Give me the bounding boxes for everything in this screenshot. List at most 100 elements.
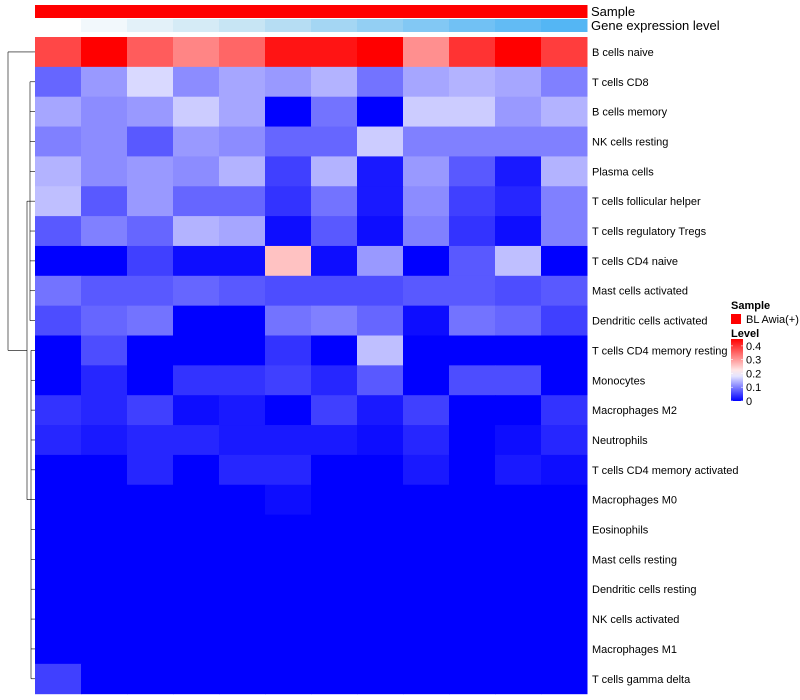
heatmap-cell <box>403 634 450 665</box>
legend-color-bar <box>731 339 743 401</box>
annotation-cell <box>81 5 128 18</box>
annotation-cell <box>403 5 450 18</box>
heatmap-cell <box>495 634 542 665</box>
heatmap-cell <box>311 454 358 486</box>
heatmap-cell <box>311 514 358 545</box>
heatmap-cell <box>357 663 404 695</box>
heatmap-cell <box>173 66 220 98</box>
heatmap-cell <box>265 156 312 187</box>
heatmap-cell <box>127 395 174 426</box>
heatmap-cell <box>449 305 496 336</box>
row-labels: B cells naive T cells CD8 B cells memory NK… <box>592 47 739 686</box>
heatmap-cell <box>495 514 542 545</box>
heatmap-cell <box>403 186 450 217</box>
heatmap-cell <box>81 395 128 426</box>
heatmap-cell <box>173 663 220 695</box>
heatmap-cell <box>35 454 82 486</box>
heatmap-cell <box>265 574 312 605</box>
heatmap-cell <box>81 305 128 336</box>
heatmap-cell <box>357 275 404 307</box>
heatmap-cell <box>81 275 128 307</box>
heatmap-cell <box>495 335 542 366</box>
heatmap-cell <box>495 604 542 635</box>
heatmap-cell <box>449 574 496 605</box>
heatmap-cell <box>449 245 496 277</box>
heatmap-cell <box>265 305 312 336</box>
heatmap-cell <box>541 365 588 396</box>
heatmap-cell <box>265 425 312 456</box>
heatmap-cell <box>449 484 496 516</box>
heatmap-cell <box>265 484 312 516</box>
heatmap-cell <box>219 574 266 605</box>
row-label: Mast cells activated <box>592 286 688 298</box>
heatmap-cell <box>35 335 82 366</box>
heatmap-cell <box>219 335 266 366</box>
heatmap-cell <box>173 365 220 396</box>
heatmap-cell <box>541 604 588 635</box>
annotation-cell <box>35 5 82 18</box>
annotation-cell <box>449 19 496 32</box>
heatmap-cell <box>173 395 220 426</box>
heatmap-cell <box>127 275 174 307</box>
heatmap-cells <box>35 37 588 695</box>
heatmap-cell <box>495 37 542 68</box>
heatmap-cell <box>495 66 542 98</box>
heatmap-cell <box>81 634 128 665</box>
heatmap-cell <box>127 245 174 277</box>
legend-sample-swatch <box>731 314 741 324</box>
heatmap-cell <box>403 365 450 396</box>
heatmap-cell <box>173 514 220 545</box>
heatmap-cell <box>173 156 220 187</box>
heatmap-cell <box>495 395 542 426</box>
heatmap-cell <box>495 96 542 128</box>
heatmap-cell <box>265 335 312 366</box>
heatmap-cell <box>81 574 128 605</box>
heatmap-cell <box>219 245 266 277</box>
row-label: T cells CD4 memory resting <box>592 345 728 357</box>
heatmap-cell <box>541 37 588 68</box>
heatmap-cell <box>495 305 542 336</box>
heatmap-cell <box>127 126 174 157</box>
annotation-cell <box>265 19 312 32</box>
heatmap-cell <box>35 663 82 695</box>
annotation-cell <box>219 5 266 18</box>
heatmap-cell <box>127 484 174 516</box>
heatmap-cell <box>311 425 358 456</box>
heatmap-cell <box>495 126 542 157</box>
row-label: Plasma cells <box>592 166 654 178</box>
heatmap-cell <box>35 425 82 456</box>
heatmap-cell <box>81 604 128 635</box>
row-label: T cells regulatory Tregs <box>592 226 707 238</box>
heatmap-cell <box>173 186 220 217</box>
heatmap-cell <box>449 275 496 307</box>
heatmap-cell <box>81 454 128 486</box>
row-label: Mast cells resting <box>592 554 677 566</box>
row-label: Monocytes <box>592 375 646 387</box>
heatmap-cell <box>495 574 542 605</box>
heatmap-cell <box>127 335 174 366</box>
heatmap-cell <box>541 425 588 456</box>
heatmap-cell <box>311 663 358 695</box>
heatmap-cell <box>219 216 266 247</box>
heatmap-cell <box>311 245 358 277</box>
heatmap-cell <box>357 484 404 516</box>
heatmap-cell <box>219 395 266 426</box>
heatmap-cell <box>541 216 588 247</box>
heatmap-cell <box>127 634 174 665</box>
heatmap-cell <box>541 574 588 605</box>
heatmap-cell <box>81 514 128 545</box>
annotation-cell <box>541 19 588 32</box>
heatmap-cell <box>541 395 588 426</box>
heatmap-cell <box>403 514 450 545</box>
heatmap-cell <box>357 425 404 456</box>
heatmap-cell <box>449 365 496 396</box>
heatmap-cell <box>541 186 588 217</box>
heatmap-cell <box>357 245 404 277</box>
annotation-cell <box>311 5 358 18</box>
heatmap-cell <box>357 96 404 128</box>
heatmap-cell <box>495 663 542 695</box>
row-label: T cells CD8 <box>592 77 649 89</box>
annotation-cell <box>357 5 404 18</box>
heatmap-cell <box>311 395 358 426</box>
heatmap-cell <box>173 126 220 157</box>
